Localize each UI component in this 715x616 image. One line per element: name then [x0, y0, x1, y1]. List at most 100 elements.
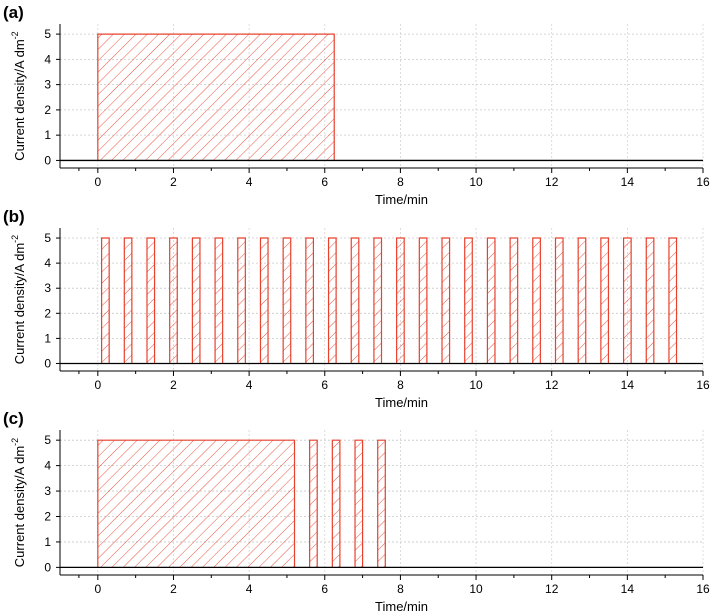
- y-axis-title-superscript: -2: [10, 31, 20, 39]
- y-tick-label: 1: [44, 331, 51, 345]
- x-tick-label: 10: [469, 175, 483, 189]
- current-pulse: [396, 238, 405, 364]
- x-axis-title: Time/min: [375, 192, 428, 207]
- x-tick-label: 6: [321, 582, 328, 596]
- current-pulse: [355, 440, 363, 568]
- x-tick-label: 14: [621, 582, 635, 596]
- x-tick-label: 8: [397, 378, 404, 392]
- current-pulse: [464, 238, 473, 364]
- pulse-outline: [441, 237, 451, 364]
- pulse-outline: [350, 237, 360, 364]
- current-pulse: [305, 238, 314, 364]
- x-tick-label: 14: [621, 175, 635, 189]
- x-tick-label: 14: [621, 378, 635, 392]
- x-tick-label: 2: [170, 378, 177, 392]
- pulse-outline: [354, 439, 364, 568]
- pulse-outline: [309, 439, 318, 568]
- y-axis-title: Current density/A dm-2: [10, 31, 27, 160]
- current-pulse: [332, 440, 340, 568]
- y-axis-title-text: Current density/A dm: [12, 39, 27, 160]
- x-tick-label: 12: [545, 378, 559, 392]
- x-tick-label: 4: [246, 582, 253, 596]
- y-tick-label: 1: [44, 535, 51, 549]
- pulse-outline: [97, 33, 335, 161]
- pulse-outline: [146, 237, 156, 364]
- pulse-outline: [486, 237, 496, 364]
- x-tick-label: 16: [696, 175, 710, 189]
- y-tick-label: 0: [44, 560, 51, 574]
- x-tick-label: 4: [246, 175, 253, 189]
- current-pulse: [578, 238, 586, 364]
- pulse-outline: [214, 237, 224, 364]
- current-pulse: [377, 440, 386, 568]
- current-pulse: [309, 440, 318, 568]
- y-tick-label: 3: [44, 281, 51, 295]
- x-tick-label: 6: [321, 378, 328, 392]
- x-tick-label: 0: [94, 582, 101, 596]
- panel-label: (c): [3, 409, 24, 428]
- y-axis-title: Current density/A dm-2: [10, 438, 27, 567]
- current-pulse: [487, 238, 495, 364]
- x-tick-label: 16: [696, 378, 710, 392]
- pulse-outline: [600, 237, 610, 364]
- y-tick-label: 0: [44, 356, 51, 370]
- current-pulse: [260, 238, 269, 364]
- current-pulse: [97, 34, 335, 161]
- y-tick-label: 3: [44, 78, 51, 92]
- current-pulse: [668, 238, 677, 364]
- pulse-outline: [237, 237, 246, 364]
- panel-label: (b): [3, 207, 25, 226]
- current-pulse: [237, 238, 246, 364]
- x-tick-label: 10: [469, 582, 483, 596]
- current-pulse: [532, 238, 541, 364]
- pulse-outline: [577, 237, 587, 364]
- pulse-outline: [97, 439, 296, 568]
- y-tick-label: 5: [44, 27, 51, 41]
- current-pulse: [351, 238, 359, 364]
- y-axis-title: Current density/A dm-2: [10, 235, 27, 364]
- pulse-outline: [101, 237, 110, 364]
- x-tick-label: 0: [94, 175, 101, 189]
- y-tick-label: 2: [44, 103, 51, 117]
- x-axis-title: Time/min: [375, 395, 428, 410]
- current-pulse: [192, 238, 200, 364]
- y-tick-label: 4: [44, 52, 51, 66]
- y-tick-label: 4: [44, 459, 51, 473]
- y-axis-title-text: Current density/A dm: [12, 446, 27, 567]
- pulse-outline: [282, 237, 292, 364]
- pulse-outline: [331, 439, 341, 568]
- pulse-outline: [668, 237, 678, 364]
- x-tick-label: 0: [94, 378, 101, 392]
- current-pulse: [146, 238, 155, 364]
- pulse-outline: [645, 237, 655, 364]
- y-tick-label: 3: [44, 484, 51, 498]
- current-pulse: [419, 238, 427, 364]
- pulse-outline: [396, 237, 405, 364]
- y-axis-title-text: Current density/A dm: [12, 243, 27, 364]
- y-tick-label: 1: [44, 128, 51, 142]
- x-tick-label: 4: [246, 378, 253, 392]
- x-tick-label: 8: [397, 175, 404, 189]
- current-pulse: [124, 238, 132, 364]
- x-tick-label: 12: [545, 175, 559, 189]
- y-tick-label: 5: [44, 433, 51, 447]
- x-tick-label: 10: [469, 378, 483, 392]
- current-pulse: [215, 238, 223, 364]
- pulse-outline: [509, 237, 519, 364]
- current-pulse: [97, 440, 295, 568]
- x-tick-label: 6: [321, 175, 328, 189]
- pulse-outline: [622, 237, 632, 364]
- x-tick-label: 8: [397, 582, 404, 596]
- y-tick-label: 2: [44, 306, 51, 320]
- y-axis-title-superscript: -2: [10, 438, 20, 446]
- current-pulse: [600, 238, 609, 364]
- x-axis-title: Time/min: [375, 599, 428, 614]
- pulse-outline: [554, 237, 564, 364]
- y-axis-title-superscript: -2: [10, 235, 20, 243]
- current-pulse: [328, 238, 337, 364]
